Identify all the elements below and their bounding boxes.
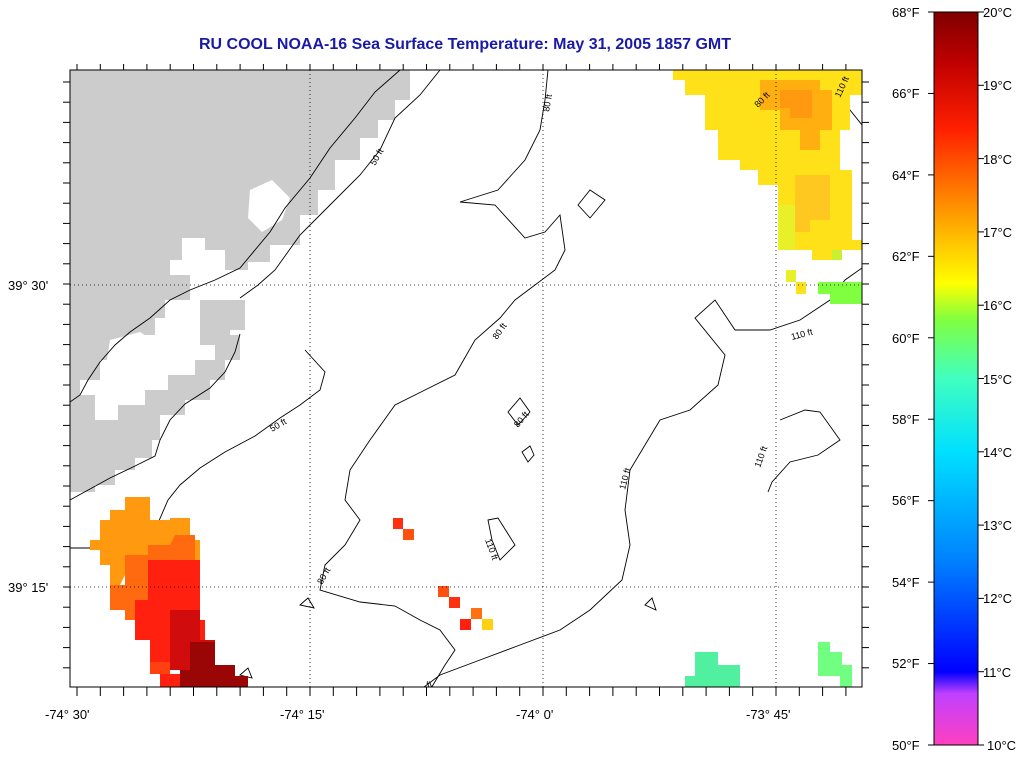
sst-pixels-southwest (90, 497, 248, 687)
isobath-80ft-small (521, 445, 535, 463)
sst-pixels-offshore (393, 518, 493, 630)
colorbar-f-label: 52°F (892, 656, 920, 671)
svg-text:80 ft: 80 ft (541, 93, 554, 112)
y-tick-label: 39° 15' (8, 580, 48, 595)
sst-pixels-southeast (685, 642, 852, 687)
axis-ticks (63, 64, 869, 696)
colorbar-c-label: 12°C (983, 591, 1012, 606)
colorbar-c-label: 14°C (983, 445, 1012, 460)
colorbar-c-label: 18°C (983, 152, 1012, 167)
land-mass-south (70, 335, 240, 492)
isobath-110ft-box (487, 517, 516, 561)
inland-bay-2 (105, 332, 160, 382)
colorbar-c-label: 15°C (983, 372, 1012, 387)
svg-text:110 ft: 110 ft (617, 466, 632, 490)
svg-text:110 ft: 110 ft (752, 444, 769, 468)
svg-text:ft: ft (425, 679, 434, 690)
colorbar-f-label: 54°F (892, 575, 920, 590)
svg-text:110 ft: 110 ft (483, 537, 500, 561)
svg-text:110 ft: 110 ft (790, 326, 814, 341)
colorbar-c-label: 20°C (983, 5, 1012, 20)
colorbar-f-label: 58°F (892, 412, 920, 427)
colorbar-c-label: 19°C (983, 78, 1012, 93)
colorbar-f-label: 56°F (892, 493, 920, 508)
colorbar-scale (933, 11, 979, 746)
x-tick-label: -74° 30' (45, 707, 90, 722)
land-grid-fill (200, 300, 245, 345)
map-title: RU COOL NOAA-16 Sea Surface Temperature:… (198, 36, 732, 53)
isobath-110ft-main (423, 267, 862, 687)
isobath-80ft-mid (507, 397, 531, 426)
isobath-tiny-2 (644, 597, 657, 611)
isobath-tiny-1 (299, 597, 315, 609)
x-tick-label: -73° 45' (746, 707, 791, 722)
colorbar-f-label: 66°F (892, 86, 920, 101)
isobath-110ft-east (767, 409, 841, 493)
graticule (70, 70, 862, 687)
svg-text:50 ft: 50 ft (368, 146, 386, 167)
y-tick-label: 39° 30' (8, 278, 48, 293)
colorbar-c-label: 17°C (983, 225, 1012, 240)
inland-bay (248, 180, 290, 232)
svg-text:80 ft: 80 ft (315, 565, 333, 586)
isobath-80ft (319, 70, 566, 687)
colorbar-f-label: 64°F (892, 168, 920, 183)
colorbar-f-label: 62°F (892, 249, 920, 264)
colorbar-c-label: 10°C (987, 738, 1016, 753)
isobath-80ft-box (577, 189, 606, 219)
isobath-50ft (239, 70, 441, 299)
svg-text:80 ft: 80 ft (512, 409, 531, 429)
svg-text:50 ft: 50 ft (268, 416, 289, 434)
colorbar-f-label: 50°F (892, 738, 920, 753)
colorbar-f-label: 60°F (892, 331, 920, 346)
colorbar-f-label: 68°F (892, 5, 920, 20)
x-tick-label: -74° 0' (516, 707, 553, 722)
map-frame (69, 69, 863, 688)
colorbar: 68°F 66°F 64°F 62°F 60°F 58°F 56°F 54°F … (892, 5, 1016, 753)
x-tick-label: -74° 15' (280, 707, 325, 722)
coastline-outer (70, 333, 241, 501)
colorbar-c-label: 11°C (983, 665, 1011, 680)
colorbar-c-label: 16°C (983, 298, 1012, 313)
sst-pixels-northeast (673, 70, 862, 304)
colorbar-c-label: 13°C (983, 518, 1012, 533)
